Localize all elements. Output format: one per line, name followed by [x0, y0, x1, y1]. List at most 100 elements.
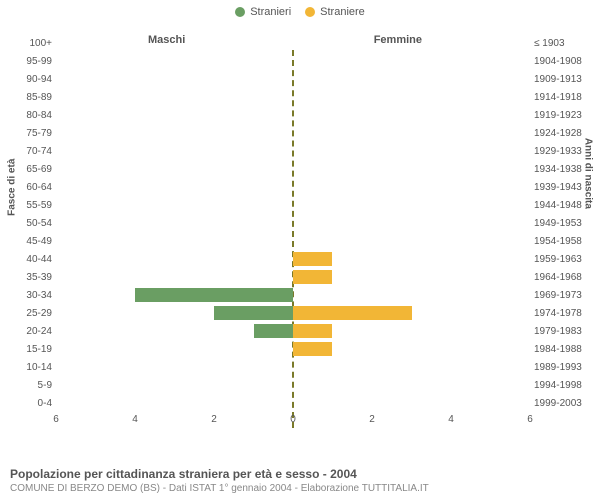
- chart-row: 100+ ≤ 1903: [8, 34, 592, 52]
- legend-label-male: Stranieri: [250, 6, 291, 18]
- chart-row: 45-49 1954-1958: [8, 232, 592, 250]
- bar-male: [135, 288, 293, 302]
- legend-item-female: Straniere: [305, 6, 365, 18]
- birth-year-label: 1994-1998: [530, 380, 592, 391]
- chart-row: 35-39 1964-1968: [8, 268, 592, 286]
- age-label: 15-19: [8, 344, 56, 355]
- birth-year-label: 1974-1978: [530, 308, 592, 319]
- x-axis: 0246 246: [56, 414, 530, 428]
- bar-pair: [56, 340, 530, 358]
- bar-female: [293, 306, 412, 320]
- birth-year-label: 1999-2003: [530, 398, 592, 409]
- birth-year-label: 1929-1933: [530, 146, 592, 157]
- age-label: 10-14: [8, 362, 56, 373]
- chart-row: 5-9 1994-1998: [8, 376, 592, 394]
- birth-year-label: 1959-1963: [530, 254, 592, 265]
- chart-row: 75-79 1924-1928: [8, 124, 592, 142]
- bar-pair: [56, 322, 530, 340]
- x-tick: 2: [211, 414, 217, 425]
- bar-pair: [56, 178, 530, 196]
- age-label: 85-89: [8, 92, 56, 103]
- bar-pair: [56, 304, 530, 322]
- x-tick: 6: [527, 414, 533, 425]
- chart-row: 80-841919-1923: [8, 106, 592, 124]
- chart-row: 15-19 1984-1988: [8, 340, 592, 358]
- legend-item-male: Stranieri: [235, 6, 291, 18]
- birth-year-label: 1979-1983: [530, 326, 592, 337]
- chart-row: 70-74 1929-1933: [8, 142, 592, 160]
- age-label: 0-4: [8, 398, 56, 409]
- age-label: 5-9: [8, 380, 56, 391]
- chart-row: 30-34 1969-1973: [8, 286, 592, 304]
- birth-year-label: 1924-1928: [530, 128, 592, 139]
- x-tick: 4: [132, 414, 138, 425]
- x-tick: 2: [369, 414, 375, 425]
- birth-year-label: 1914-1918: [530, 92, 592, 103]
- bar-pair: [56, 196, 530, 214]
- chart: Fasce di età Anni di nascita Maschi Femm…: [8, 34, 592, 428]
- legend-swatch-female: [305, 7, 315, 17]
- bar-pair: [56, 286, 530, 304]
- age-label: 50-54: [8, 218, 56, 229]
- age-label: 35-39: [8, 272, 56, 283]
- chart-row: 90-941909-1913: [8, 70, 592, 88]
- bar-pair: [56, 376, 530, 394]
- bar-pair: [56, 214, 530, 232]
- chart-row: 40-44 1959-1963: [8, 250, 592, 268]
- bar-female: [293, 342, 332, 356]
- age-label: 25-29: [8, 308, 56, 319]
- chart-row: 10-14 1989-1993: [8, 358, 592, 376]
- bar-pair: [56, 358, 530, 376]
- bar-pair: [56, 106, 530, 124]
- birth-year-label: 1919-1923: [530, 110, 592, 121]
- age-label: 70-74: [8, 146, 56, 157]
- bar-pair: [56, 34, 530, 52]
- birth-year-label: 1984-1988: [530, 344, 592, 355]
- age-label: 20-24: [8, 326, 56, 337]
- x-tick: 4: [448, 414, 454, 425]
- age-label: 100+: [8, 38, 56, 49]
- age-label: 60-64: [8, 182, 56, 193]
- chart-row: 55-59 1944-1948: [8, 196, 592, 214]
- chart-row: 50-54 1949-1953: [8, 214, 592, 232]
- bar-pair: [56, 124, 530, 142]
- birth-year-label: 1944-1948: [530, 200, 592, 211]
- chart-row: 20-24 1979-1983: [8, 322, 592, 340]
- bar-pair: [56, 70, 530, 88]
- bar-pair: [56, 160, 530, 178]
- birth-year-label: 1909-1913: [530, 74, 592, 85]
- age-label: 65-69: [8, 164, 56, 175]
- bar-male: [214, 306, 293, 320]
- age-label: 45-49: [8, 236, 56, 247]
- legend-swatch-male: [235, 7, 245, 17]
- bar-pair: [56, 394, 530, 412]
- birth-year-label: 1969-1973: [530, 290, 592, 301]
- age-label: 75-79: [8, 128, 56, 139]
- bar-female: [293, 270, 332, 284]
- age-label: 30-34: [8, 290, 56, 301]
- birth-year-label: 1964-1968: [530, 272, 592, 283]
- bar-female: [293, 324, 332, 338]
- legend-label-female: Straniere: [320, 6, 365, 18]
- chart-row: 25-29 1974-1978: [8, 304, 592, 322]
- bar-female: [293, 252, 332, 266]
- birth-year-label: 1954-1958: [530, 236, 592, 247]
- age-label: 40-44: [8, 254, 56, 265]
- legend: Stranieri Straniere: [0, 0, 600, 18]
- chart-row: 0-4 1999-2003: [8, 394, 592, 412]
- bar-pair: [56, 232, 530, 250]
- bar-pair: [56, 268, 530, 286]
- age-label: 95-99: [8, 56, 56, 67]
- bar-pair: [56, 88, 530, 106]
- bar-pair: [56, 250, 530, 268]
- plot-area: 100+≤ 190395-991904-190890-941909-191385…: [8, 34, 592, 412]
- chart-footer: Popolazione per cittadinanza straniera p…: [10, 467, 590, 494]
- age-label: 55-59: [8, 200, 56, 211]
- chart-subtitle: COMUNE DI BERZO DEMO (BS) - Dati ISTAT 1…: [10, 483, 590, 494]
- birth-year-label: ≤ 1903: [530, 38, 592, 49]
- x-tick: 6: [53, 414, 59, 425]
- birth-year-label: 1989-1993: [530, 362, 592, 373]
- chart-row: 65-691934-1938: [8, 160, 592, 178]
- birth-year-label: 1939-1943: [530, 182, 592, 193]
- birth-year-label: 1949-1953: [530, 218, 592, 229]
